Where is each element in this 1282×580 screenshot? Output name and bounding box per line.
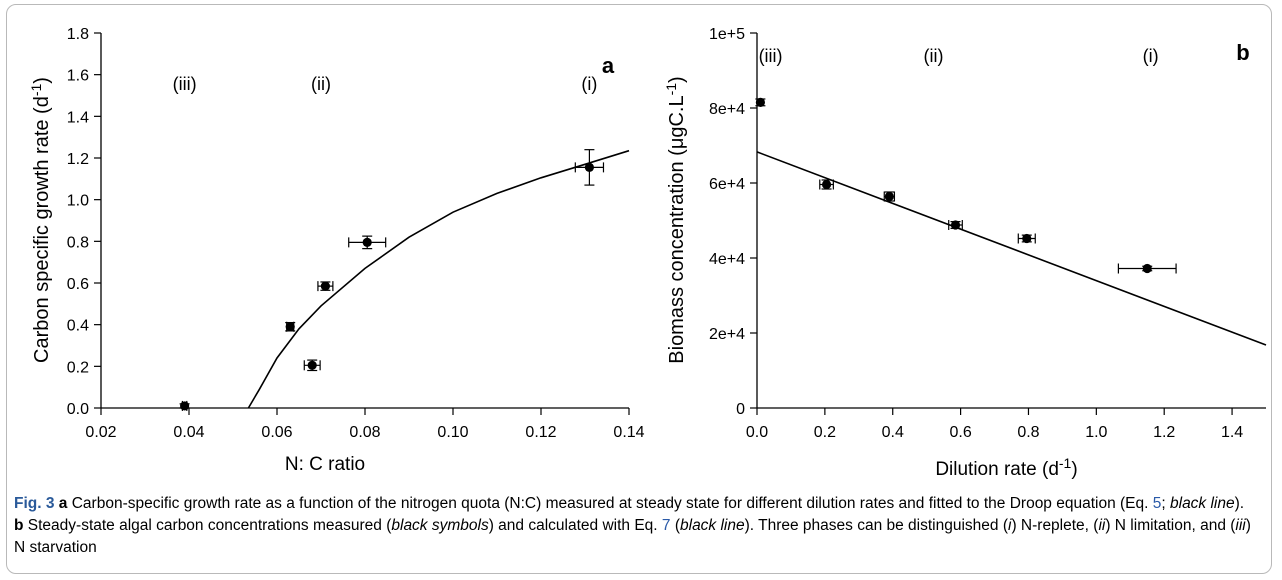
panel-a-y-tick-label: 0.6 [67,276,89,293]
panel-b-y-tick-label: 6e+4 [709,176,745,193]
panel-b-phase-label: (ii) [923,46,943,66]
panel-b-data-point [821,179,832,190]
panel-a-x-tick-label: 0.14 [613,424,644,441]
panel-a-data-point [584,162,595,172]
panel-b-y-tick-label: 2e+4 [709,326,745,343]
panel-b-x-tick-label: 1.0 [1085,424,1107,441]
panel-a-y-tick-label: 1.8 [67,26,89,43]
panel-a-fit-line [247,149,630,409]
panel-b-x-axis-title: Dilution rate (d-1) [935,455,1077,480]
panel-b-y-tick-label: 1e+5 [709,26,745,43]
panel-a-data-point [362,237,372,247]
panel-a-y-tick-label: 0.0 [67,401,89,418]
panel-b-data-point [950,220,961,230]
panel-a-x-tick-label: 0.10 [437,424,468,441]
panel-a-x-tick-label: 0.04 [173,424,204,441]
panel-b-phase-label: (i) [1143,46,1159,66]
caption-part-b-text4: ). Three phases can be distinguished ( [744,517,1008,534]
panel-b-panel-label: b [1236,40,1249,65]
panel-b-x-tick-label: 0.6 [949,424,971,441]
figure-charts: 0.0 0.2 0.4 0.6 0.8 1.0 1.2 1.4 1.6 1.8 0.02 0.04 0.… [28,26,1267,480]
panel-a-phase-label: (i) [581,74,597,94]
panel-b-x-tick-label: 1.2 [1153,424,1175,441]
panel-b-phase-label: (iii) [759,46,783,66]
panel-b-y-axis-title: Biomass concentration (μgC.L-1) [663,76,688,363]
panel-a-data-point [180,401,190,411]
panel-a-panel-label: a [602,53,615,78]
panel-b-x-tick-label: 0.2 [814,424,836,441]
panel-b-fit-line [756,151,1267,346]
panel-b-data-point [1142,263,1152,274]
panel-a-y-tick-label: 0.2 [67,359,89,376]
panel-a-x-tick-label: 0.06 [261,424,292,441]
panel-a-data-point [307,360,317,370]
caption-part-b-text: Steady-state algal carbon concentrations… [23,517,392,534]
caption-phase-ii: ii [1098,517,1106,534]
caption-fig-label: Fig. 3 [14,495,55,512]
caption-black-line-2: black line [680,517,745,534]
caption-eq7-link[interactable]: 7 [661,517,671,534]
caption-part-b-text2: ) and calculated with Eq. [488,517,662,534]
panel-b-y-tick-label: 4e+4 [709,251,745,268]
panel-b-data-point [755,97,765,107]
panel-a-x-tick-label: 0.02 [85,424,116,441]
panel-b-y-tick-label: 8e+4 [709,101,745,118]
panel-b-x-tick-label: 0.0 [746,424,768,441]
caption-phase-i-text: ) N-replete, ( [1011,517,1099,534]
panel-b-x-tick-label: 1.4 [1221,424,1243,441]
caption-part-a-text: Carbon-specific growth rate as a functio… [67,495,1153,512]
panel-a-phase-label: (iii) [173,74,197,94]
panel-a-data-point [285,322,295,332]
caption-eq5-link[interactable]: 5 [1152,495,1162,512]
panel-a-x-axis-title: N: C ratio [285,454,365,475]
caption-part-b-label: b [14,517,24,534]
caption-phase-ii-text: ) N limitation, and ( [1105,517,1236,534]
caption-part-a-text2: ; [1161,495,1170,512]
panel-a-y-tick-label: 1.6 [67,68,89,85]
caption-phase-iii-text: ) N starvation [14,517,1251,556]
panel-b-x-tick-label: 0.8 [1017,424,1039,441]
panel-a-y-tick-label: 0.8 [67,234,89,251]
panel-a-data-point [320,281,330,291]
panel-a-x-tick-label: 0.12 [525,424,556,441]
panel-a-y-tick-label: 1.2 [67,151,89,168]
caption-phase-iii: iii [1235,517,1246,534]
panel-a-y-axis-title: Carbon specific growth rate (d-1) [28,77,53,363]
panel-a-x-tick-label: 0.08 [349,424,380,441]
caption-part-b-text3: ( [670,517,680,534]
panel-b-x-tick-label: 0.4 [882,424,904,441]
figure-caption: Fig. 3 a Carbon-specific growth rate as … [14,493,1254,559]
panel-b-y-tick-label: 0 [736,401,745,418]
panel-a-phase-label: (ii) [311,74,331,94]
panel-b-data-point [1022,233,1032,244]
caption-part-a-text3: ). [1234,495,1245,512]
figure-frame [6,4,1272,574]
caption-phase-i: i [1008,517,1012,534]
panel-b-data-point [884,191,894,202]
caption-black-line-1: black line [1170,495,1235,512]
caption-black-symbols: black symbols [391,517,489,534]
panel-a-y-tick-label: 1.0 [67,193,89,210]
panel-a-y-tick-label: 1.4 [67,109,89,126]
caption-part-a-label: a [58,495,68,512]
panel-a-y-tick-label: 0.4 [67,318,89,335]
